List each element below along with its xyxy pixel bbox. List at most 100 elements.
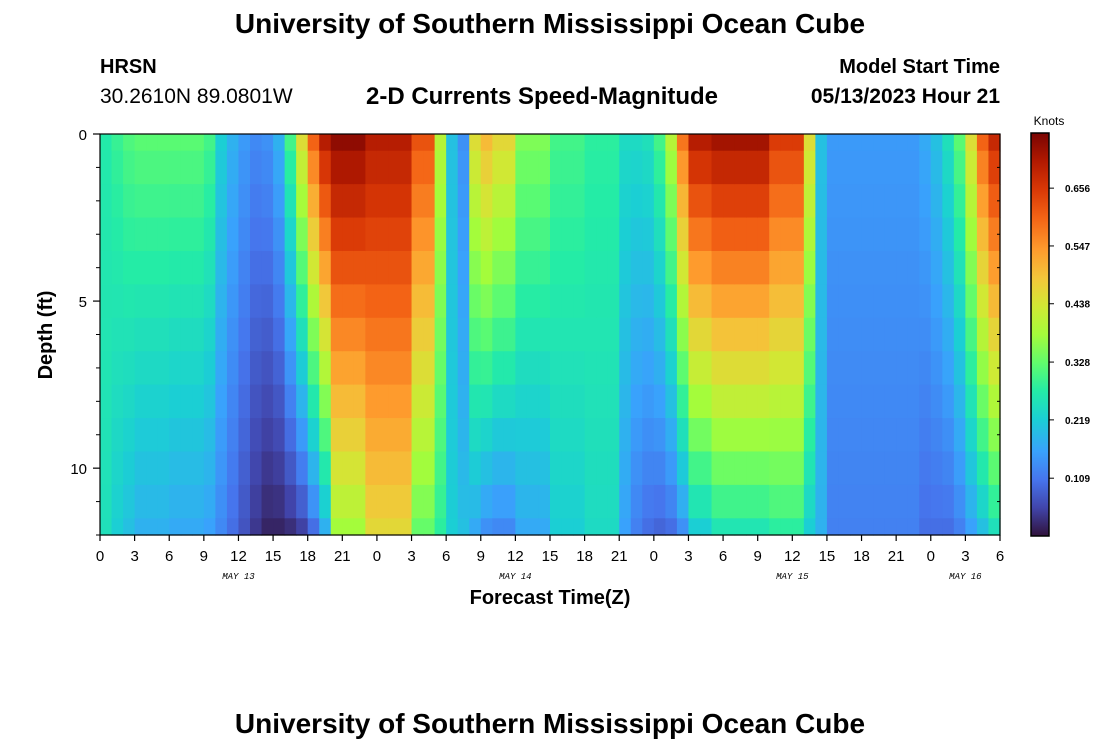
colorbar-tick-label: 0.109 bbox=[1065, 474, 1090, 485]
colorbar-tick-label: 0.438 bbox=[1065, 300, 1090, 311]
heatmap-cell bbox=[780, 384, 793, 419]
date-label: MAY 13 bbox=[222, 572, 255, 582]
heatmap-cell bbox=[884, 184, 897, 219]
heatmap-cell bbox=[653, 184, 666, 219]
heatmap-cell bbox=[976, 250, 990, 285]
heatmap-cell bbox=[411, 150, 424, 185]
heatmap-cell bbox=[769, 150, 782, 185]
heatmap-cell bbox=[215, 351, 228, 386]
heatmap-cell bbox=[261, 384, 274, 419]
heatmap-cell bbox=[711, 317, 724, 352]
heatmap-cell bbox=[111, 134, 124, 152]
heatmap-cell bbox=[619, 384, 632, 419]
heatmap-cell bbox=[434, 384, 447, 419]
heatmap-cell bbox=[976, 217, 990, 252]
heatmap-cell bbox=[676, 518, 690, 536]
heatmap-cell bbox=[838, 418, 851, 453]
heatmap-cell bbox=[134, 451, 147, 486]
heatmap-cell bbox=[480, 484, 493, 519]
heatmap-cell bbox=[342, 518, 355, 536]
heatmap-cell bbox=[711, 134, 724, 152]
heatmap-cell bbox=[503, 384, 516, 419]
heatmap-cell bbox=[307, 317, 320, 352]
heatmap-cell bbox=[411, 451, 424, 486]
heatmap-cell bbox=[942, 250, 955, 285]
heatmap-cell bbox=[757, 451, 770, 486]
heatmap-cell bbox=[711, 484, 724, 519]
heatmap-cell bbox=[907, 134, 920, 152]
heatmap-cell bbox=[988, 317, 1001, 352]
heatmap-cell bbox=[203, 451, 216, 486]
heatmap-cell bbox=[850, 484, 863, 519]
heatmap-cell bbox=[446, 150, 459, 185]
heatmap-cell bbox=[411, 217, 424, 252]
heatmap-cell bbox=[434, 317, 447, 352]
heatmap-cell bbox=[826, 484, 840, 519]
heatmap-cell bbox=[111, 518, 124, 536]
heatmap-cell bbox=[330, 217, 343, 252]
heatmap-cell bbox=[873, 284, 886, 319]
heatmap-cell bbox=[284, 150, 297, 185]
heatmap-cell bbox=[538, 451, 551, 486]
heatmap-cell bbox=[400, 418, 413, 453]
heatmap-cell bbox=[284, 217, 297, 252]
heatmap-cell bbox=[157, 134, 170, 152]
heatmap-cell bbox=[434, 134, 447, 152]
heatmap-cell bbox=[734, 250, 747, 285]
heatmap-cell bbox=[919, 134, 932, 152]
heatmap-cell bbox=[134, 317, 147, 352]
heatmap-cell bbox=[550, 150, 563, 185]
heatmap-cell bbox=[203, 484, 216, 519]
heatmap-cell bbox=[146, 184, 159, 219]
heatmap-cell bbox=[457, 250, 470, 285]
heatmap-cell bbox=[111, 451, 124, 486]
heatmap-cell bbox=[561, 217, 574, 252]
x-tick-label: 0 bbox=[927, 548, 935, 565]
heatmap-cell bbox=[492, 451, 505, 486]
heatmap-cell bbox=[480, 317, 493, 352]
heatmap-cell bbox=[376, 451, 390, 486]
heatmap-cell bbox=[976, 150, 990, 185]
heatmap-cell bbox=[896, 250, 909, 285]
heatmap-cell bbox=[619, 150, 632, 185]
heatmap-cell bbox=[942, 284, 955, 319]
heatmap-cell bbox=[976, 184, 990, 219]
heatmap-cell bbox=[665, 418, 678, 453]
heatmap-cell bbox=[169, 284, 182, 319]
heatmap-cell bbox=[457, 134, 470, 152]
heatmap-cell bbox=[446, 384, 459, 419]
heatmap-cell bbox=[930, 317, 943, 352]
heatmap-cell bbox=[353, 351, 366, 386]
heatmap-cell bbox=[284, 484, 297, 519]
heatmap-cell bbox=[803, 384, 816, 419]
heatmap-cell bbox=[746, 134, 759, 152]
heatmap-cell bbox=[342, 284, 355, 319]
heatmap-cell bbox=[884, 518, 897, 536]
heatmap-cell bbox=[111, 284, 124, 319]
heatmap-cell bbox=[365, 217, 378, 252]
heatmap-cell bbox=[388, 351, 401, 386]
heatmap-cell bbox=[469, 284, 482, 319]
heatmap-cell bbox=[676, 134, 690, 152]
heatmap-cell bbox=[423, 418, 436, 453]
heatmap-cell bbox=[100, 518, 113, 536]
heatmap-cell bbox=[123, 284, 136, 319]
heatmap-cell bbox=[769, 384, 782, 419]
heatmap-cell bbox=[180, 184, 193, 219]
heatmap-cell bbox=[700, 518, 713, 536]
heatmap-cell bbox=[226, 451, 240, 486]
heatmap-cell bbox=[469, 351, 482, 386]
heatmap-cell bbox=[388, 518, 401, 536]
heatmap-cell bbox=[838, 451, 851, 486]
heatmap-cell bbox=[273, 351, 286, 386]
x-tick-label: 3 bbox=[130, 548, 138, 565]
heatmap-cell bbox=[815, 484, 828, 519]
heatmap-cell bbox=[365, 384, 378, 419]
heatmap-cell bbox=[688, 134, 701, 152]
heatmap-cell bbox=[780, 351, 793, 386]
heatmap-cell bbox=[746, 184, 759, 219]
heatmap-cell bbox=[988, 284, 1001, 319]
heatmap-cell bbox=[169, 384, 182, 419]
heatmap-cell bbox=[873, 250, 886, 285]
heatmap-cell bbox=[550, 184, 563, 219]
